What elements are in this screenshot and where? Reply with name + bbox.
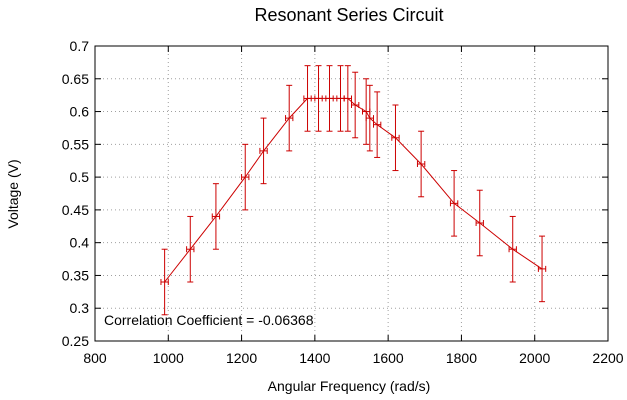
y-tick-label: 0.55 — [62, 136, 89, 152]
data-point — [259, 117, 268, 185]
x-tick-label: 800 — [83, 350, 107, 366]
x-tick-label: 1600 — [373, 350, 404, 366]
data-point — [336, 65, 345, 132]
y-tick-label: 0.25 — [62, 333, 89, 349]
y-axis-label: Voltage (V) — [5, 159, 21, 228]
data-point — [303, 65, 312, 132]
data-point — [314, 65, 323, 132]
x-axis: 800 1000 1200 1400 1600 1800 2000 2200 — [83, 46, 624, 366]
series — [160, 65, 547, 316]
data-point — [361, 78, 371, 145]
series-line — [164, 97, 543, 283]
x-axis-label: Angular Frequency (rad/s) — [268, 378, 431, 394]
data-point — [241, 143, 250, 211]
x-tick-label: 2000 — [519, 350, 550, 366]
plot-frame — [94, 45, 609, 342]
x-tick-label: 2200 — [592, 350, 623, 366]
data-point — [211, 183, 221, 250]
data-point — [365, 84, 374, 152]
data-point — [416, 130, 426, 198]
y-tick-label: 0.7 — [70, 38, 90, 54]
y-tick-label: 0.35 — [62, 267, 89, 283]
data-point — [508, 215, 517, 283]
data-point — [449, 170, 459, 237]
x-tick-label: 1400 — [299, 350, 330, 366]
y-tick-label: 0.45 — [62, 202, 89, 218]
x-tick-label: 1800 — [446, 350, 477, 366]
data-point — [351, 71, 360, 139]
y-tick-label: 0.4 — [70, 235, 90, 251]
data-point — [186, 215, 195, 283]
y-axis: 0.25 0.3 0.35 0.4 0.45 0.5 0.55 0.6 0.65 0.7 — [62, 38, 608, 349]
x-tick-label: 1200 — [226, 350, 257, 366]
data-point — [325, 65, 334, 132]
x-tick-label: 1000 — [153, 350, 184, 366]
y-tick-label: 0.6 — [70, 104, 90, 120]
y-tick-label: 0.65 — [62, 71, 89, 87]
grid — [95, 46, 608, 341]
data-point — [285, 84, 294, 152]
correlation-annotation: Correlation Coefficient = -0.06368 — [104, 312, 314, 328]
data-point — [372, 91, 382, 158]
data-point — [160, 248, 169, 316]
data-point — [537, 235, 547, 303]
data-point — [343, 65, 352, 132]
y-tick-label: 0.5 — [70, 169, 90, 185]
data-point — [475, 189, 484, 257]
data-point — [391, 104, 400, 172]
y-tick-label: 0.3 — [70, 300, 90, 316]
chart-title: Resonant Series Circuit — [254, 5, 443, 25]
